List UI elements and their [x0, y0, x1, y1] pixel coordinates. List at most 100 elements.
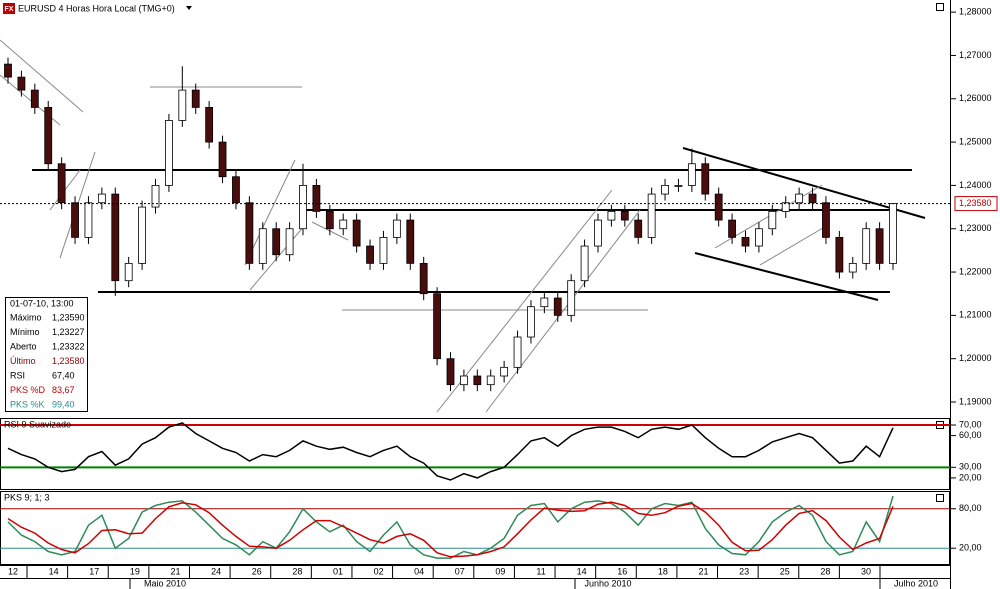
- y-tick-label: 1,21000: [959, 310, 992, 320]
- candle-body: [433, 293, 441, 360]
- candle-body: [795, 193, 804, 204]
- info-label: Máximo: [10, 312, 42, 322]
- candle-body: [875, 228, 884, 264]
- last-price-label: 1,23580: [959, 198, 992, 208]
- candle-body: [111, 193, 120, 282]
- info-value: 83,67: [52, 385, 75, 395]
- candle-body: [97, 193, 106, 204]
- candle-body: [218, 141, 227, 178]
- info-box: [5, 297, 88, 412]
- x-tick-label: 19: [130, 566, 140, 576]
- candle-body: [325, 210, 334, 230]
- candle-body: [634, 219, 643, 238]
- y-tick-label: 1,25000: [959, 136, 992, 146]
- candle-body: [138, 206, 146, 264]
- candle-body: [17, 76, 26, 91]
- y-tick-label: 1,24000: [959, 180, 992, 190]
- indicator-line: [7, 422, 894, 481]
- fx-icon-text: FX: [5, 6, 14, 13]
- candle-body: [862, 228, 871, 264]
- candle-body: [191, 89, 200, 108]
- x-tick-label: 07: [455, 566, 465, 576]
- x-tick-label: 24: [211, 566, 221, 576]
- candle-body: [647, 193, 656, 238]
- x-tick-label: 04: [414, 566, 424, 576]
- chart-title: EURUSD 4 Horas Hora Local (TMG+0): [18, 3, 175, 13]
- x-tick-label: 28: [820, 566, 830, 576]
- panel-button[interactable]: [936, 494, 944, 502]
- y-tick-label: 1,26000: [959, 93, 992, 103]
- candle-body: [124, 262, 133, 282]
- x-tick-label: 18: [658, 566, 668, 576]
- info-value: 1,23590: [52, 312, 85, 322]
- candle-body: [889, 203, 897, 264]
- month-label: Junho 2010: [584, 578, 631, 588]
- x-tick-label: 16: [617, 566, 627, 576]
- candle-body: [768, 210, 777, 230]
- candle-body: [580, 245, 589, 282]
- candle-body: [701, 163, 710, 195]
- candle-body: [848, 262, 857, 273]
- pks-frame: [0, 491, 950, 565]
- candle-body: [486, 375, 495, 386]
- last-price-box: [954, 196, 998, 212]
- candle-body: [178, 89, 187, 121]
- candle-body: [299, 185, 307, 230]
- info-value: 99,40: [52, 399, 75, 409]
- x-tick-label: 28: [292, 566, 302, 576]
- candle-body: [44, 107, 53, 165]
- info-label: Último: [10, 356, 36, 366]
- candle-body: [728, 219, 736, 238]
- month-label: Julho 2010: [894, 578, 938, 588]
- candle-body: [205, 107, 214, 143]
- indicator-line: [7, 501, 894, 558]
- candle-body: [366, 245, 374, 264]
- fx-icon: [3, 3, 15, 14]
- y-tick-label: 80,00: [959, 503, 982, 513]
- x-tick-label: 21: [170, 566, 180, 576]
- panel-title: PKS 9; 1; 3: [4, 492, 50, 502]
- month-label: Maio 2010: [144, 578, 186, 588]
- candle-body: [553, 297, 562, 316]
- panel-title: RSI 9 Suavizado: [4, 419, 71, 429]
- candle-body: [822, 202, 830, 238]
- candle-body: [4, 63, 12, 78]
- y-tick-label: 1,28000: [959, 7, 992, 17]
- info-value: 67,40: [52, 370, 75, 380]
- title-dropdown[interactable]: [186, 6, 192, 10]
- candle-body: [84, 202, 93, 238]
- x-tick-label: 11: [536, 566, 545, 576]
- y-tick-label: 1,23000: [959, 223, 992, 233]
- candle-body: [674, 185, 683, 187]
- candle-body: [781, 202, 790, 212]
- info-label: Mínimo: [10, 327, 40, 337]
- x-tick-label: 26: [252, 566, 262, 576]
- candle-body: [687, 163, 696, 186]
- candle-body: [379, 236, 388, 264]
- y-tick-label: 1,22000: [959, 266, 992, 276]
- candle-body: [567, 280, 576, 316]
- candle-body: [755, 228, 763, 247]
- candle-body: [71, 202, 79, 238]
- indicator-line: [7, 495, 894, 559]
- y-tick-label: 60,00: [959, 430, 982, 440]
- x-tick-label: 12: [8, 566, 18, 576]
- candle-body: [406, 219, 415, 264]
- info-label: Aberto: [10, 341, 37, 351]
- candle-body: [607, 210, 616, 221]
- candle-body: [285, 228, 294, 256]
- candle-body: [245, 202, 254, 264]
- info-value: 1,23580: [52, 356, 85, 366]
- candle-body: [835, 236, 844, 273]
- x-tick-label: 21: [699, 566, 709, 576]
- panel-button[interactable]: [936, 3, 944, 11]
- candle-body: [620, 210, 629, 221]
- candle-body: [151, 185, 160, 208]
- x-tick-label: 02: [374, 566, 384, 576]
- x-tick-label: 17: [89, 566, 99, 576]
- candle-body: [500, 366, 509, 377]
- info-label: PKS %K: [10, 399, 45, 409]
- y-tick-label: 20,00: [959, 472, 982, 482]
- y-tick-label: 20,00: [959, 543, 982, 553]
